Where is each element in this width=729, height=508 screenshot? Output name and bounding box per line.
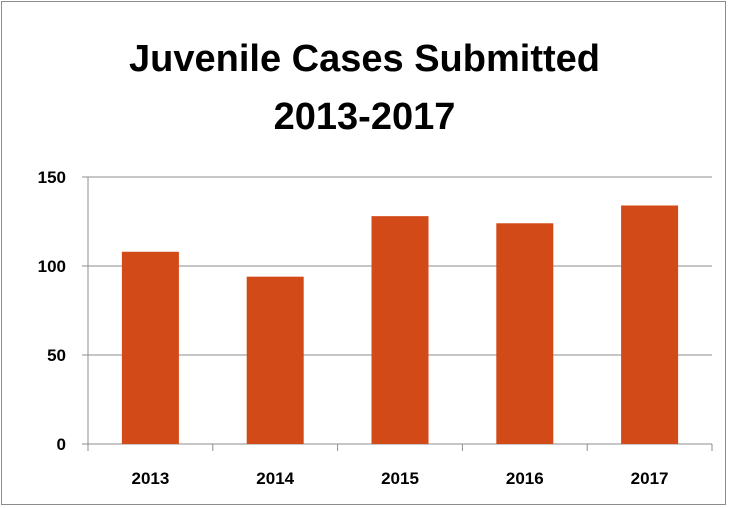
chart-title: Juvenile Cases Submitted [129,38,600,80]
y-tick-label: 150 [38,168,66,187]
bar [246,276,304,444]
chart-title-block: Juvenile Cases Submitted 2013-2017 [0,30,729,146]
bar [371,216,429,444]
chart-subtitle: 2013-2017 [273,96,456,138]
x-tick-label: 2015 [381,469,419,488]
y-tick-label: 100 [38,257,66,276]
bar [496,223,554,444]
bar [621,205,679,444]
x-tick-label: 2014 [256,469,294,488]
x-tick-label: 2017 [631,469,669,488]
y-tick-label: 0 [57,435,66,454]
y-tick-label: 50 [47,346,66,365]
x-tick-label: 2013 [131,469,169,488]
bar [121,251,179,444]
x-tick-label: 2016 [506,469,544,488]
